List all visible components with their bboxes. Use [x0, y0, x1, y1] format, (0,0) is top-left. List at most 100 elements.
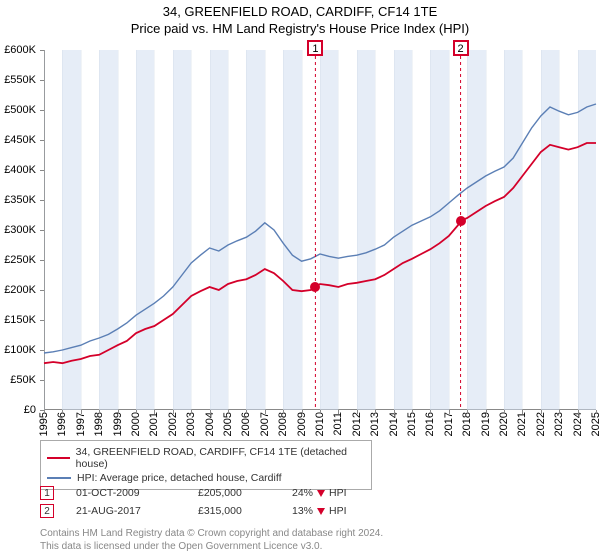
event-date: 21-AUG-2017: [76, 505, 180, 517]
event-pct: 24%: [292, 487, 313, 499]
x-tick: [467, 410, 468, 414]
x-axis-label: 2006: [240, 412, 252, 436]
legend-row: 34, GREENFIELD ROAD, CARDIFF, CF14 1TE (…: [47, 445, 365, 471]
x-tick: [559, 410, 560, 414]
arrow-down-icon: [317, 508, 325, 515]
legend: 34, GREENFIELD ROAD, CARDIFF, CF14 1TE (…: [40, 440, 372, 490]
legend-label: HPI: Average price, detached house, Card…: [77, 472, 282, 484]
x-axis-label: 2019: [480, 412, 492, 436]
callout-dot: [456, 216, 466, 226]
x-axis-label: 2024: [572, 412, 584, 436]
callout-marker: 2: [453, 40, 469, 56]
x-axis-label: 2025: [590, 412, 600, 436]
y-axis-label: £400K: [4, 164, 36, 176]
event-marker: 2: [40, 504, 54, 518]
legend-row: HPI: Average price, detached house, Card…: [47, 471, 365, 485]
x-axis-label: 2018: [461, 412, 473, 436]
x-tick: [375, 410, 376, 414]
x-tick: [504, 410, 505, 414]
chart-title-line2: Price paid vs. HM Land Registry's House …: [0, 21, 600, 36]
y-axis-label: £50K: [10, 374, 36, 386]
event-hpi-suffix: HPI: [329, 505, 347, 517]
x-tick: [44, 410, 45, 414]
event-marker: 1: [40, 486, 54, 500]
x-axis-label: 2000: [130, 412, 142, 436]
x-axis-label: 2007: [259, 412, 271, 436]
x-axis-label: 2011: [332, 412, 344, 436]
x-tick: [394, 410, 395, 414]
x-axis-label: 2004: [204, 412, 216, 436]
x-axis-label: 2002: [167, 412, 179, 436]
x-tick: [62, 410, 63, 414]
y-axis-label: £450K: [4, 134, 36, 146]
legend-swatch: [47, 477, 71, 479]
event-hpi: 24% HPI: [292, 487, 432, 499]
x-tick: [210, 410, 211, 414]
x-tick: [154, 410, 155, 414]
legend-label: 34, GREENFIELD ROAD, CARDIFF, CF14 1TE (…: [76, 446, 365, 470]
event-pct: 13%: [292, 505, 313, 517]
callout-marker: 1: [307, 40, 323, 56]
chart-area: £0£50K£100K£150K£200K£250K£300K£350K£400…: [44, 50, 596, 410]
y-axis-label: £300K: [4, 224, 36, 236]
event-date: 01-OCT-2009: [76, 487, 180, 499]
x-tick: [173, 410, 174, 414]
attribution: Contains HM Land Registry data © Crown c…: [40, 528, 383, 553]
series-hpi: [44, 104, 596, 353]
y-axis-label: £150K: [4, 314, 36, 326]
x-axis-label: 2003: [185, 412, 197, 436]
x-tick: [99, 410, 100, 414]
x-tick: [136, 410, 137, 414]
event-row: 1 01-OCT-2009 £205,000 24% HPI: [40, 486, 432, 500]
x-tick: [449, 410, 450, 414]
event-list: 1 01-OCT-2009 £205,000 24% HPI 2 21-AUG-2017 £3…: [40, 486, 432, 522]
x-tick: [338, 410, 339, 414]
chart-title-line1: 34, GREENFIELD ROAD, CARDIFF, CF14 1TE: [0, 4, 600, 19]
y-axis-label: £600K: [4, 44, 36, 56]
x-axis-label: 1996: [56, 412, 68, 436]
y-axis-label: £500K: [4, 104, 36, 116]
chart-lines: [44, 50, 596, 410]
y-axis-label: £350K: [4, 194, 36, 206]
x-tick: [357, 410, 358, 414]
x-tick: [522, 410, 523, 414]
x-tick: [596, 410, 597, 414]
x-tick: [578, 410, 579, 414]
x-tick: [81, 410, 82, 414]
x-tick: [541, 410, 542, 414]
event-hpi-suffix: HPI: [329, 487, 347, 499]
x-tick: [486, 410, 487, 414]
x-axis-label: 2005: [222, 412, 234, 436]
x-tick: [430, 410, 431, 414]
event-row: 2 21-AUG-2017 £315,000 13% HPI: [40, 504, 432, 518]
series-subject: [44, 143, 596, 363]
x-tick: [412, 410, 413, 414]
attribution-line1: Contains HM Land Registry data © Crown c…: [40, 528, 383, 541]
x-axis-label: 2009: [296, 412, 308, 436]
x-axis-label: 2023: [553, 412, 565, 436]
x-axis-label: 2012: [351, 412, 363, 436]
x-axis-label: 2001: [148, 412, 160, 436]
x-axis-label: 2013: [369, 412, 381, 436]
x-axis-label: 1995: [38, 412, 50, 436]
x-tick: [302, 410, 303, 414]
event-price: £205,000: [198, 487, 274, 499]
x-tick: [246, 410, 247, 414]
x-tick: [283, 410, 284, 414]
event-hpi: 13% HPI: [292, 505, 432, 517]
y-axis-label: £0: [24, 404, 36, 416]
x-axis-label: 2021: [516, 412, 528, 436]
x-axis-label: 2020: [498, 412, 510, 436]
event-price: £315,000: [198, 505, 274, 517]
y-axis-label: £250K: [4, 254, 36, 266]
y-axis-label: £550K: [4, 74, 36, 86]
x-axis-label: 2017: [443, 412, 455, 436]
x-axis-label: 2016: [424, 412, 436, 436]
attribution-line2: This data is licensed under the Open Gov…: [40, 541, 383, 554]
x-axis-label: 2022: [535, 412, 547, 436]
x-axis-label: 2014: [388, 412, 400, 436]
x-axis-label: 1999: [112, 412, 124, 436]
x-tick: [118, 410, 119, 414]
x-tick: [320, 410, 321, 414]
callout-dot: [310, 282, 320, 292]
